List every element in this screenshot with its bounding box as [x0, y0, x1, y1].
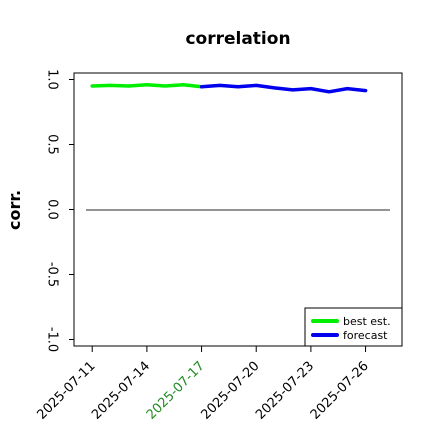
y-tick-label: -1.0: [45, 327, 60, 352]
y-tick-label: -0.5: [45, 262, 60, 287]
y-ticks: -1.0 -0.5 0.0 0.5 1.0: [45, 69, 74, 352]
series-lines: [90, 82, 368, 94]
legend-label-forecast: forecast: [343, 329, 388, 342]
legend-box: [304, 307, 403, 347]
y-axis-label: corr.: [5, 190, 24, 230]
x-ticks: 2025-07-112025-07-142025-07-172025-07-20…: [34, 346, 372, 423]
x-tick-label: 2025-07-26: [308, 359, 372, 423]
series-line-0: [90, 82, 204, 89]
series-line-1: [199, 83, 368, 94]
chart-title: correlation: [185, 29, 290, 49]
y-tick-label: 1.0: [45, 69, 60, 90]
y-tick-label: 0.5: [45, 134, 60, 155]
legend: best est. forecast: [304, 307, 403, 347]
y-tick-label: 0.0: [45, 199, 60, 220]
legend-label-best-est: best est.: [343, 315, 391, 328]
